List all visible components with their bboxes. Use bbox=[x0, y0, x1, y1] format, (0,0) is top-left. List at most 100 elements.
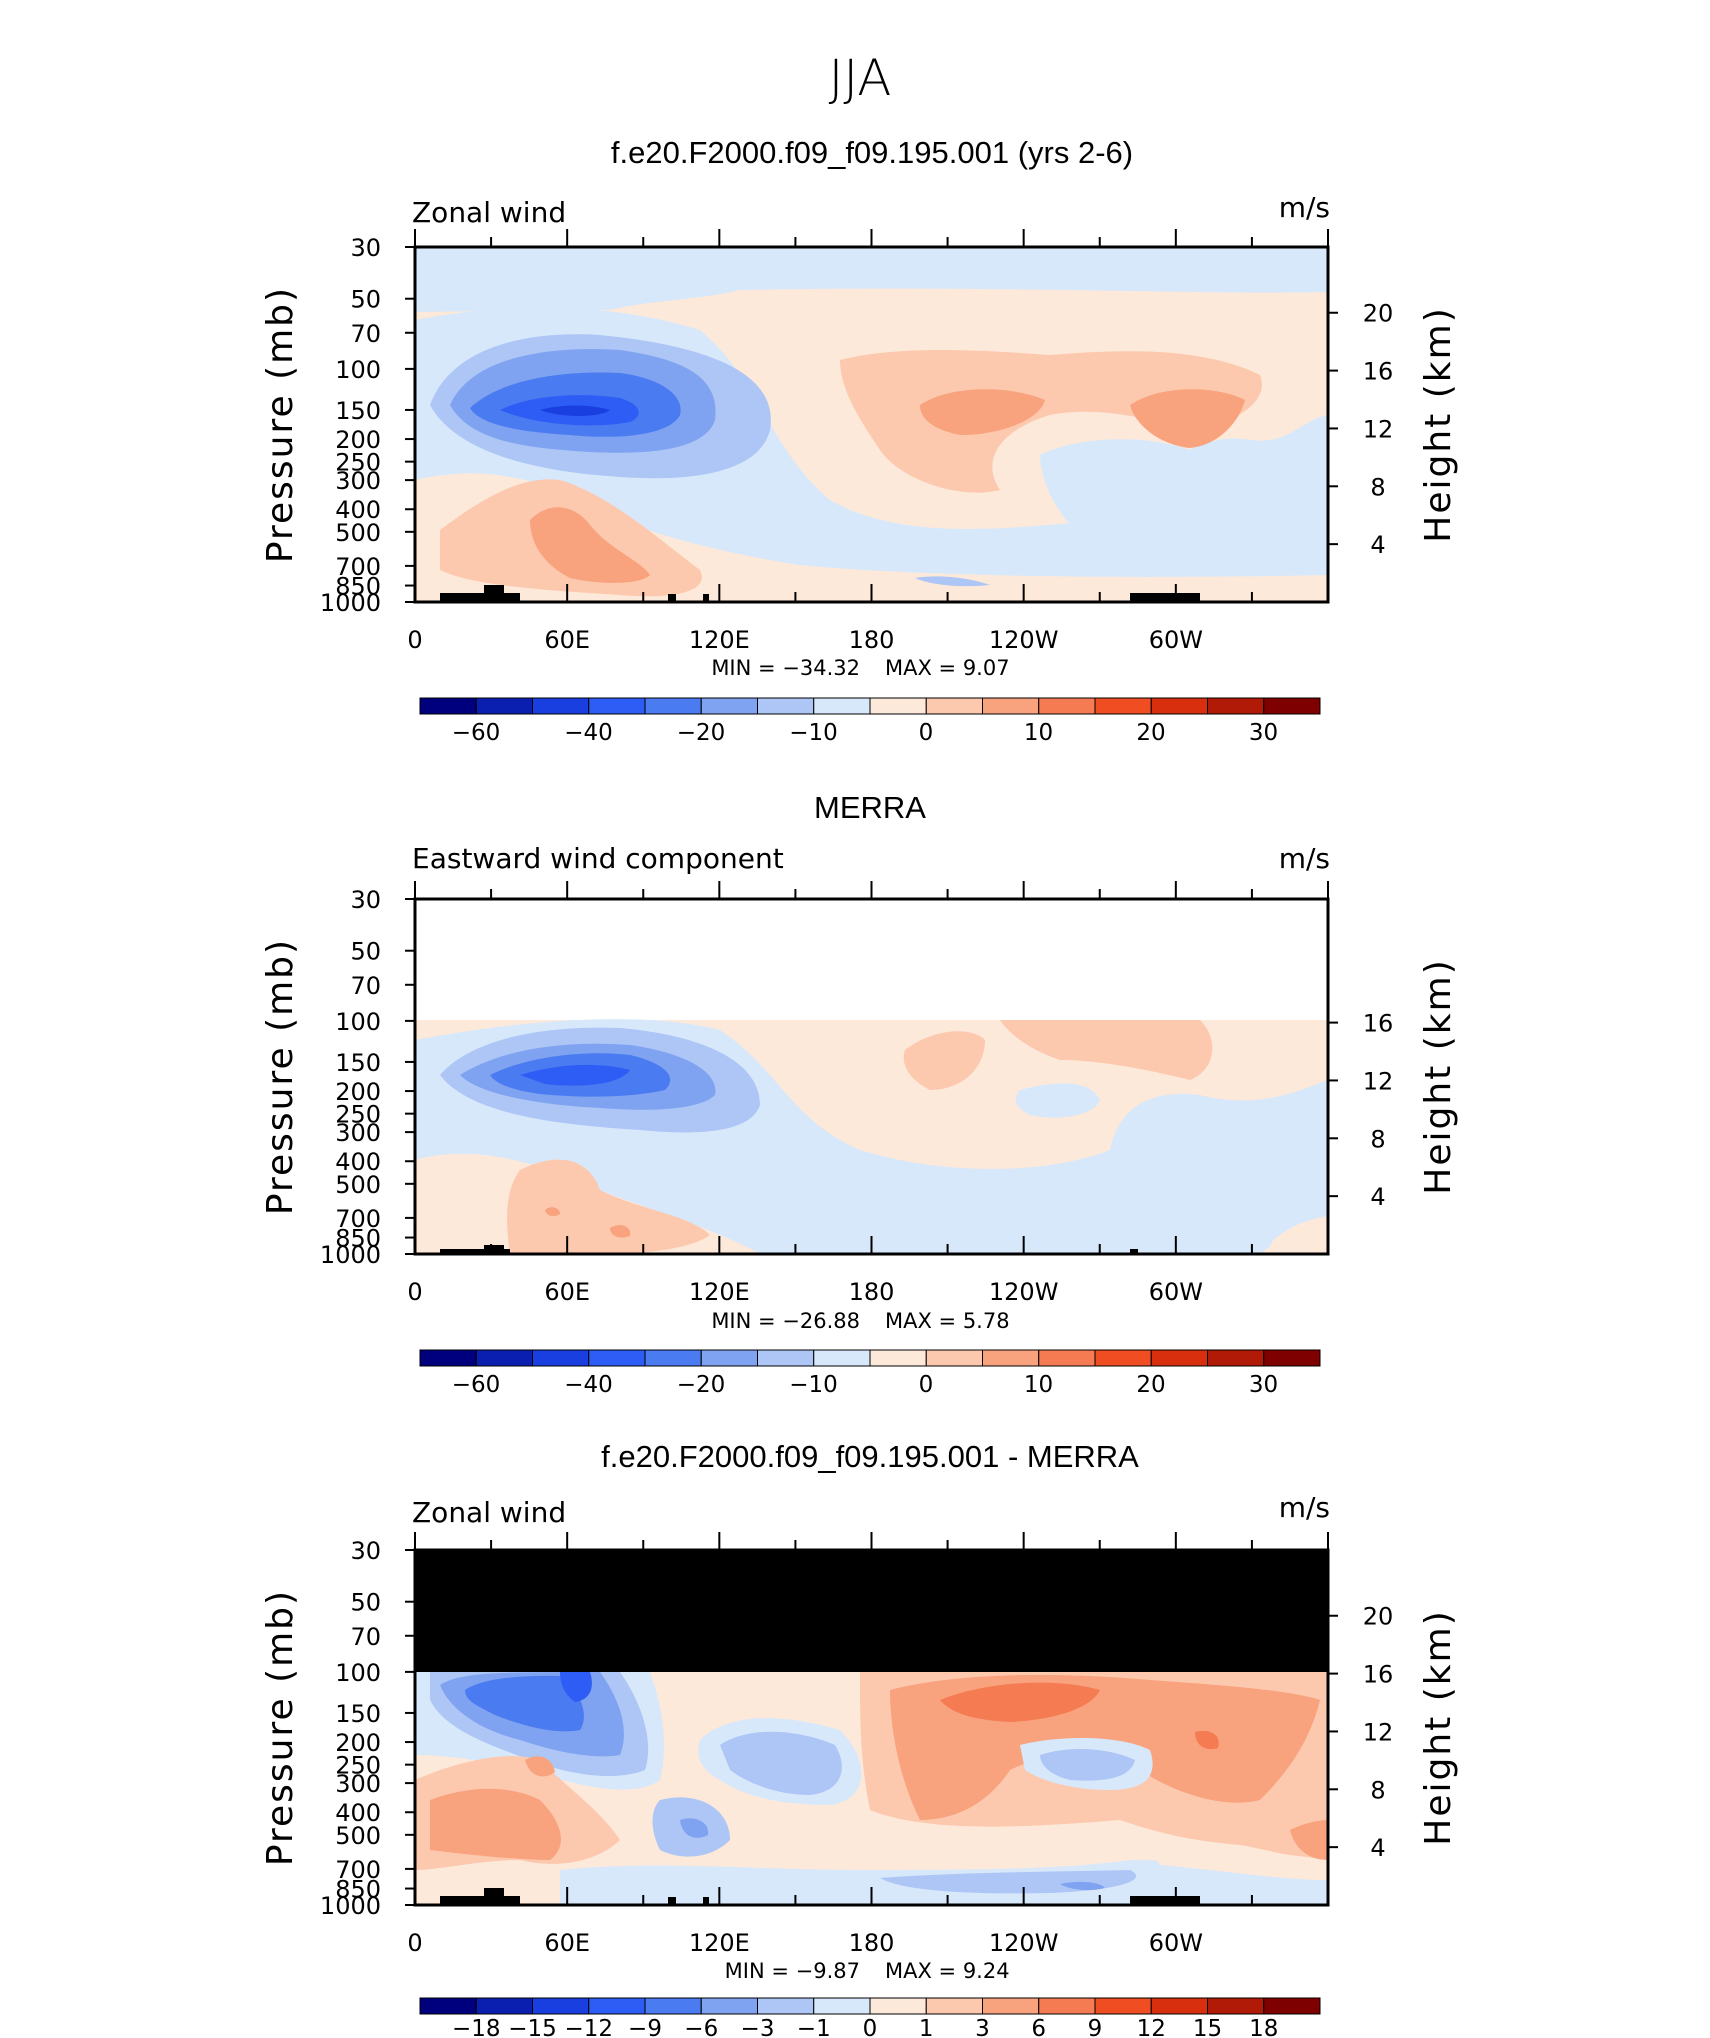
max-label: MAX = 5.78 bbox=[885, 1309, 1010, 1333]
colorbar-swatch bbox=[1263, 1349, 1321, 1367]
colorbar-label: 0 bbox=[919, 1372, 934, 1398]
colorbar-swatch bbox=[813, 1997, 871, 2015]
panel-difference: f.e20.F2000.f09_f09.195.001 - MERRA Zona… bbox=[412, 1439, 1330, 1907]
colorbar-swatch bbox=[1207, 1997, 1265, 2015]
contour-field bbox=[415, 247, 1328, 602]
colorbar-label: 15 bbox=[1193, 2016, 1222, 2038]
units-label: m/s bbox=[1279, 1491, 1330, 1524]
colorbar-label: 30 bbox=[1249, 720, 1278, 746]
y-tick-label: 100 bbox=[335, 1659, 381, 1687]
y-tick-label: 100 bbox=[335, 1008, 381, 1036]
y-tick-label: 50 bbox=[350, 286, 381, 314]
colorbar-label: 18 bbox=[1249, 2016, 1278, 2038]
colorbar-swatch bbox=[1263, 697, 1321, 715]
y-right-tick-label: 4 bbox=[1370, 1183, 1385, 1211]
colorbar-swatch bbox=[982, 697, 1040, 715]
y-right-tick-label: 16 bbox=[1363, 1010, 1394, 1038]
y-right-tick-label: 8 bbox=[1370, 1125, 1385, 1153]
y-tick-label: 250 bbox=[335, 1101, 381, 1129]
colorbar-label: −1 bbox=[797, 2016, 831, 2038]
y-right-tick-label: 12 bbox=[1363, 1067, 1394, 1095]
colorbar-label: −60 bbox=[452, 720, 501, 746]
y-tick-label: 850 bbox=[335, 1876, 381, 1904]
y-right-tick-label: 16 bbox=[1363, 1661, 1394, 1689]
colorbar-label: 12 bbox=[1137, 2016, 1166, 2038]
y-tick-label: 50 bbox=[350, 938, 381, 966]
colorbar-swatch bbox=[1038, 697, 1096, 715]
colorbar-swatch bbox=[982, 1997, 1040, 2015]
field-label: Eastward wind component bbox=[412, 842, 784, 875]
y-tick-label: 70 bbox=[350, 1623, 381, 1651]
y-axis-title: Pressure (mb) bbox=[260, 938, 301, 1215]
panel-title: f.e20.F2000.f09_f09.195.001 (yrs 2-6) bbox=[611, 135, 1133, 170]
colorbar-swatch bbox=[700, 697, 758, 715]
colorbar-swatch bbox=[1150, 697, 1208, 715]
colorbar-label: −40 bbox=[564, 1372, 613, 1398]
x-tick-label: 180 bbox=[849, 626, 895, 654]
x-tick-label: 120W bbox=[989, 626, 1059, 654]
colorbar-label: 20 bbox=[1136, 720, 1165, 746]
colorbar-swatch bbox=[588, 1349, 646, 1367]
colorbar-swatch bbox=[1207, 1349, 1265, 1367]
colorbar-label: 20 bbox=[1136, 1372, 1165, 1398]
colorbar-swatch bbox=[644, 697, 702, 715]
topography-mask bbox=[440, 1245, 1138, 1254]
y-tick-label: 200 bbox=[335, 1078, 381, 1106]
y-tick-label: 850 bbox=[335, 1225, 381, 1253]
figure-title: JJA bbox=[829, 49, 892, 107]
colorbar-swatch bbox=[982, 1349, 1040, 1367]
x-tick-label: 120E bbox=[689, 1278, 750, 1306]
y-tick-label: 300 bbox=[335, 1770, 381, 1798]
y-tick-label: 300 bbox=[335, 467, 381, 495]
colorbar-swatch bbox=[532, 1997, 590, 2015]
colorbar-swatch bbox=[532, 1349, 590, 1367]
colorbar-swatch bbox=[419, 1349, 477, 1367]
colorbar-swatch bbox=[1038, 1997, 1096, 2015]
y-tick-label: 150 bbox=[335, 1049, 381, 1077]
colorbar-swatch bbox=[700, 1349, 758, 1367]
colorbar-swatch bbox=[757, 1997, 815, 2015]
colorbar-swatch bbox=[925, 1997, 983, 2015]
colorbar-swatch bbox=[813, 1349, 871, 1367]
y-tick-label: 700 bbox=[335, 1856, 381, 1884]
y-right-axis-title: Height (km) bbox=[1418, 958, 1459, 1194]
colorbar-swatch bbox=[1263, 1997, 1321, 2015]
y-axis-title: Pressure (mb) bbox=[260, 1589, 301, 1866]
min-label: MIN = −34.32 bbox=[711, 656, 860, 680]
max-label: MAX = 9.24 bbox=[885, 1959, 1010, 1983]
colorbar-swatch bbox=[532, 697, 590, 715]
colorbar-label: 10 bbox=[1024, 720, 1053, 746]
y-right-axis-title: Height (km) bbox=[1418, 306, 1459, 542]
y-tick-label: 850 bbox=[335, 573, 381, 601]
colorbar-swatch bbox=[419, 1997, 477, 2015]
colorbar-label: 6 bbox=[1031, 2016, 1046, 2038]
x-tick-label: 60E bbox=[544, 1278, 590, 1306]
y-tick-label: 150 bbox=[335, 1700, 381, 1728]
panel-title: f.e20.F2000.f09_f09.195.001 - MERRA bbox=[601, 1439, 1139, 1474]
min-label: MIN = −26.88 bbox=[711, 1309, 860, 1333]
colorbar-label: 1 bbox=[919, 2016, 934, 2038]
y-tick-label: 1000 bbox=[320, 589, 381, 617]
y-right-tick-label: 12 bbox=[1363, 1718, 1394, 1746]
colorbar-swatch bbox=[869, 1349, 927, 1367]
colorbar-swatch bbox=[475, 1997, 533, 2015]
x-tick-label: 120E bbox=[689, 1929, 750, 1957]
y-right-axis-title: Height (km) bbox=[1418, 1609, 1459, 1845]
colorbar-swatch bbox=[1094, 1349, 1152, 1367]
y-tick-label: 70 bbox=[350, 972, 381, 1000]
colorbar-swatch bbox=[1150, 1997, 1208, 2015]
axis-annotations: 3050701001502002503004005007008501000201… bbox=[260, 229, 1459, 2038]
colorbar-swatch bbox=[475, 697, 533, 715]
y-right-tick-label: 12 bbox=[1363, 415, 1394, 443]
x-tick-label: 60W bbox=[1149, 1278, 1203, 1306]
y-tick-label: 200 bbox=[335, 1729, 381, 1757]
max-label: MAX = 9.07 bbox=[885, 656, 1010, 680]
colorbar-swatch bbox=[700, 1997, 758, 2015]
contour-field bbox=[415, 1550, 1328, 1905]
colorbar-label: −3 bbox=[741, 2016, 775, 2038]
x-tick-label: 180 bbox=[849, 1278, 895, 1306]
x-tick-label: 120W bbox=[989, 1278, 1059, 1306]
colorbar-swatch bbox=[1094, 697, 1152, 715]
y-right-tick-label: 4 bbox=[1370, 531, 1385, 559]
y-tick-label: 400 bbox=[335, 1799, 381, 1827]
